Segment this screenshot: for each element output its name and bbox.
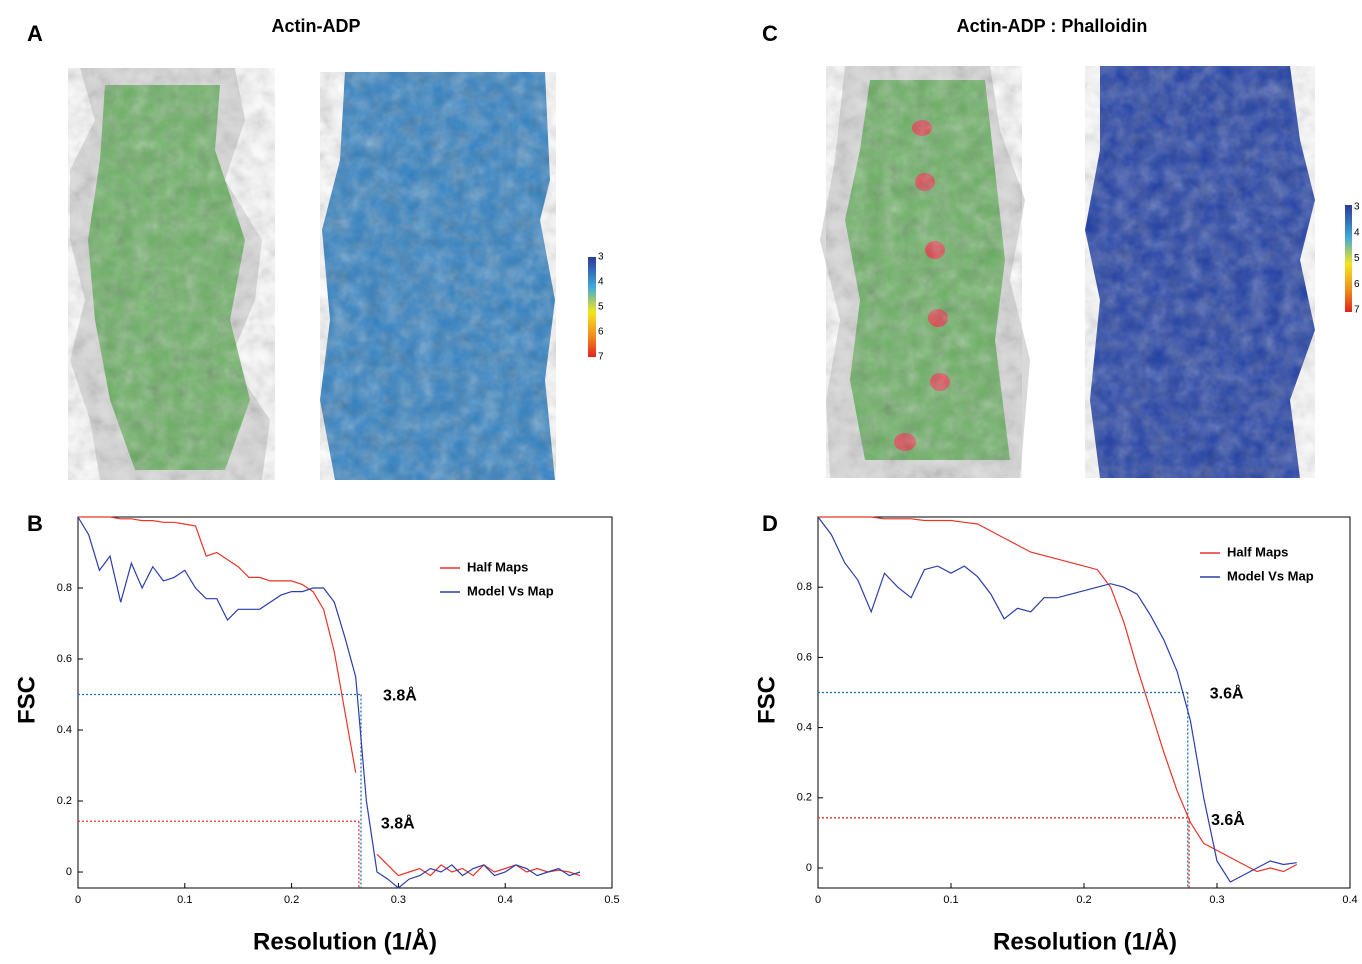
- filament-model-image: [68, 68, 275, 480]
- x-tick-label: 0.3: [391, 894, 406, 906]
- x-tick-label: 0: [815, 894, 821, 906]
- colorbar-tick-label: 6: [598, 327, 604, 338]
- x-tick-label: 0.4: [1342, 894, 1357, 906]
- x-tick-label: 0.5: [604, 894, 619, 906]
- local-resolution-map: [1085, 66, 1315, 478]
- panel-title: Actin-ADP : Phalloidin: [957, 16, 1148, 36]
- y-axis-label: FSC: [13, 676, 40, 724]
- y-tick-label: 0.4: [797, 722, 812, 734]
- fsc-curve: [818, 516, 1298, 873]
- colorbar-tick-label: 4: [598, 277, 604, 288]
- panel-title: Actin-ADP: [272, 16, 361, 36]
- y-axis-label: FSC: [753, 676, 780, 724]
- y-tick-label: 0.2: [797, 792, 812, 804]
- x-tick-label: 0.2: [1076, 894, 1091, 906]
- panel-label: A: [27, 21, 43, 46]
- y-tick-label: 0.6: [57, 653, 72, 665]
- colorbar: [588, 257, 596, 357]
- fsc-curve: [77, 516, 581, 889]
- y-tick-label: 0: [806, 862, 812, 874]
- colorbar-tick-label: 5: [598, 302, 604, 313]
- y-tick-label: 0.6: [797, 651, 812, 663]
- resolution-label: 3.6Å: [1211, 810, 1245, 829]
- legend-label: Half Maps: [467, 559, 528, 574]
- x-axis-label: Resolution (1/Å): [993, 927, 1177, 955]
- resolution-label: 3.8Å: [383, 686, 417, 705]
- x-tick-label: 0.4: [498, 894, 513, 906]
- y-tick-label: 0.4: [57, 724, 72, 736]
- colorbar-tick-label: 7: [1354, 305, 1360, 316]
- panel-label: B: [27, 511, 43, 536]
- colorbar-tick-label: 7: [598, 352, 604, 363]
- colorbar-tick-label: 5: [1354, 253, 1360, 264]
- legend-label: Half Maps: [1227, 544, 1288, 559]
- x-axis-label: Resolution (1/Å): [253, 927, 437, 955]
- y-tick-label: 0.8: [797, 581, 812, 593]
- panel-label: D: [762, 511, 778, 536]
- plot-frame: [77, 516, 613, 889]
- panel-label: C: [762, 21, 778, 46]
- colorbar-tick-label: 4: [1354, 227, 1360, 238]
- colorbar-tick-label: 6: [1354, 279, 1360, 290]
- legend-label: Model Vs Map: [467, 583, 554, 598]
- filament-model-image: [820, 66, 1030, 478]
- x-tick-label: 0.3: [1209, 894, 1224, 906]
- y-tick-label: 0.8: [57, 582, 72, 594]
- y-tick-label: 0.2: [57, 795, 72, 807]
- colorbar-tick-label: 3: [598, 252, 604, 263]
- x-tick-label: 0.1: [943, 894, 958, 906]
- x-tick-label: 0: [75, 894, 81, 906]
- local-resolution-map: [320, 72, 556, 480]
- colorbar: [1345, 205, 1352, 312]
- colorbar-tick-label: 3: [1354, 202, 1360, 213]
- x-tick-label: 0.2: [284, 894, 299, 906]
- x-tick-label: 0.1: [177, 894, 192, 906]
- fsc-curve: [817, 516, 1297, 883]
- resolution-label: 3.6Å: [1210, 684, 1244, 703]
- y-tick-label: 0: [66, 866, 72, 878]
- legend-label: Model Vs Map: [1227, 568, 1314, 583]
- resolution-label: 3.8Å: [381, 813, 415, 832]
